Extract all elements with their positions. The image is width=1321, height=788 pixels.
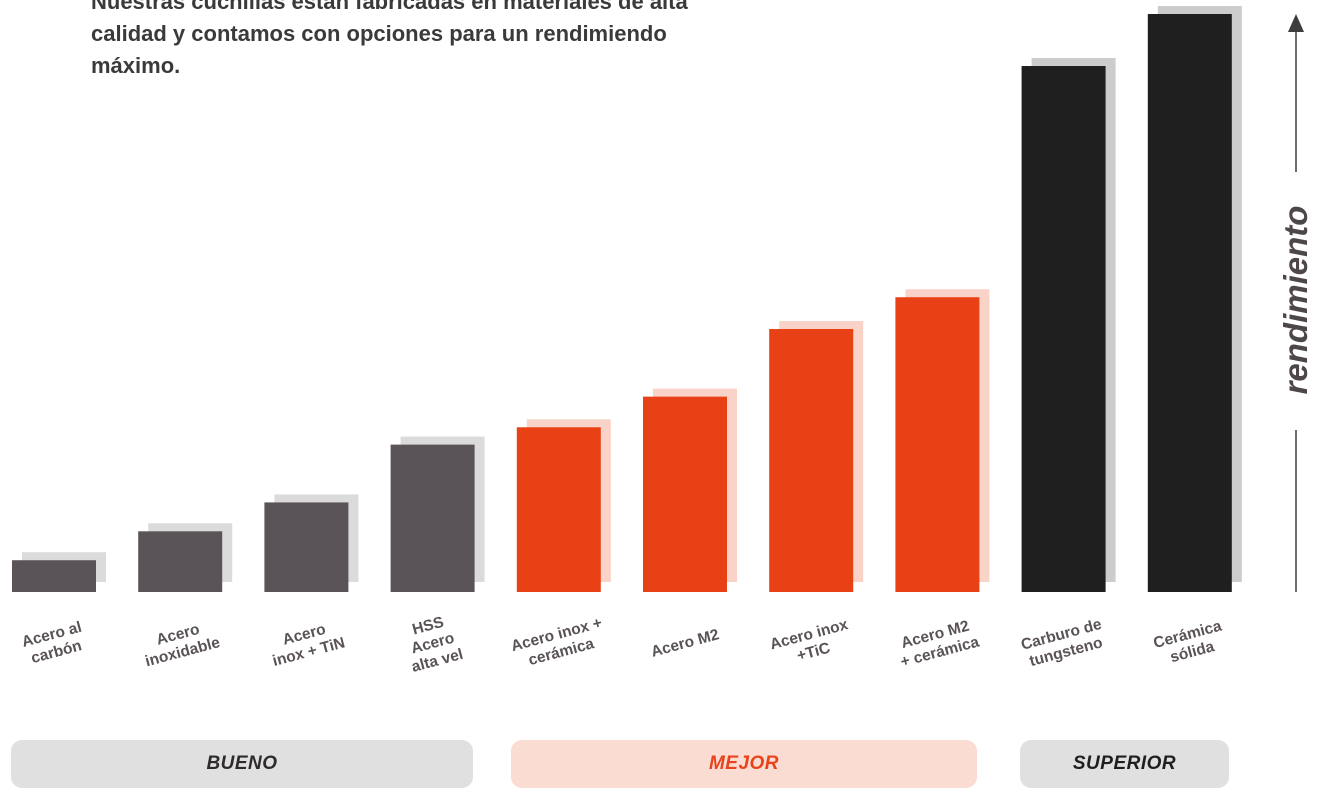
category-label: Acero alcarbón bbox=[20, 619, 88, 669]
category-label: HSSAceroalta vel bbox=[400, 611, 464, 676]
intro-text: Nuestras cuchillas están fabricadas en m… bbox=[91, 0, 688, 78]
bars bbox=[12, 14, 1232, 592]
category-label: Acero inox+TiC bbox=[768, 616, 855, 671]
tier-better-pill: MEJOR bbox=[511, 740, 977, 788]
category-label: Acero M2+ cerámica bbox=[894, 616, 981, 671]
tier-superior-pill: SUPERIOR bbox=[1020, 740, 1229, 788]
bar bbox=[138, 531, 223, 592]
category-label: Acero M2 bbox=[649, 626, 721, 660]
bar bbox=[390, 444, 475, 592]
bar bbox=[1021, 66, 1106, 592]
category-label: Cerámicasólida bbox=[1152, 617, 1229, 669]
category-labels: Acero alcarbón Aceroinoxidable Aceroinox +… bbox=[20, 611, 1229, 676]
performance-axis-label: rendimiento bbox=[1277, 205, 1314, 395]
axis-arrow-head bbox=[1288, 14, 1304, 32]
category-label: Carburo detungsteno bbox=[1019, 616, 1108, 671]
category-label: Aceroinoxidable bbox=[139, 617, 222, 671]
bar bbox=[264, 502, 349, 592]
bar bbox=[516, 427, 601, 592]
category-label-line: Acero M2 bbox=[649, 626, 721, 660]
bar bbox=[12, 560, 96, 592]
bar bbox=[895, 297, 980, 592]
category-label: Acero inox +cerámica bbox=[509, 614, 608, 672]
performance-axis bbox=[1288, 14, 1304, 592]
bar bbox=[643, 396, 727, 592]
tier-good-pill: BUENO bbox=[11, 740, 473, 788]
bar bbox=[1147, 14, 1232, 592]
performance-bar-chart: Acero alcarbón Aceroinoxidable Aceroinox +… bbox=[12, 6, 1304, 676]
category-label: Aceroinox + TiN bbox=[266, 617, 347, 670]
bar bbox=[769, 329, 854, 592]
